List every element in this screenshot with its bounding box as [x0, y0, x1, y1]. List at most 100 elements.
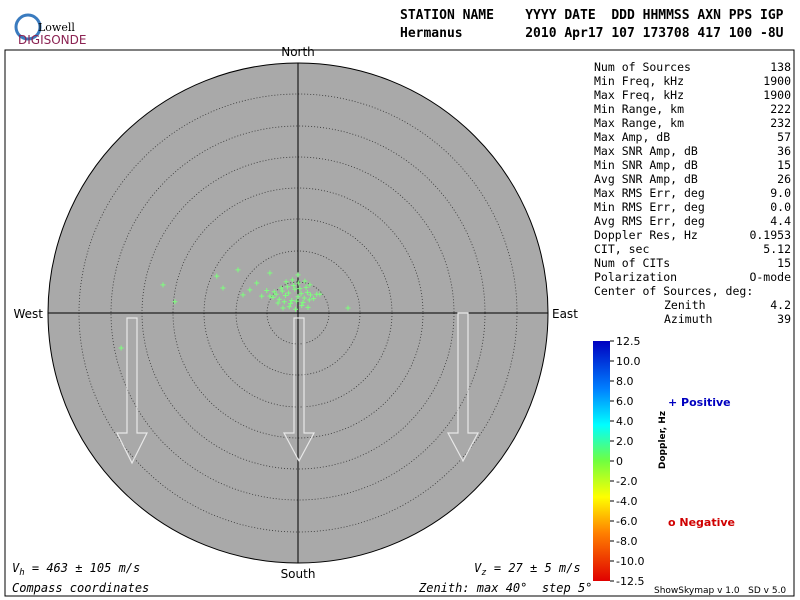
source-point	[286, 304, 292, 310]
compass-label: West	[13, 307, 43, 321]
logo-text: Lowell	[38, 21, 75, 34]
colorbar-tick-label: -8.0	[616, 535, 637, 548]
source-point	[289, 298, 295, 303]
stat-value: 57	[777, 130, 791, 144]
source-point	[304, 289, 310, 295]
source-point	[293, 306, 298, 312]
stat-label: Azimuth	[664, 312, 712, 326]
stat-value: 0.0	[770, 200, 791, 214]
stat-label: Doppler Res, Hz	[594, 228, 698, 242]
stat-label: Min Range, km	[594, 102, 684, 116]
stat-label: CIT, sec	[594, 242, 649, 256]
source-point	[295, 294, 301, 300]
source-point	[278, 285, 284, 291]
vz: Vz = 27 ± 5 m/s	[474, 561, 581, 578]
stat-value: 15	[777, 256, 791, 270]
stat-label: Center of Sources, deg:	[594, 284, 753, 298]
colorbar-tick-label: 4.0	[616, 415, 634, 428]
source-point	[254, 280, 260, 286]
logo-text: DIGISONDE	[18, 33, 86, 47]
legend-positive: + Positive	[668, 396, 731, 409]
colorbar-tick-label: -12.5	[616, 575, 644, 588]
colorbar-tick-label: 10.0	[616, 355, 641, 368]
source-point	[345, 305, 351, 311]
source-point	[280, 305, 286, 311]
source-point	[284, 284, 290, 290]
source-point	[172, 299, 178, 305]
version: ShowSkymap v 1.0 SD v 5.0	[654, 586, 786, 596]
source-point	[259, 293, 265, 299]
source-point	[288, 301, 293, 307]
colorbar-tick-label: -2.0	[616, 475, 637, 488]
source-point	[270, 294, 276, 300]
source-point	[295, 272, 301, 278]
colorbar-tick-label: -10.0	[616, 555, 644, 568]
stat-label: Min RMS Err, deg	[594, 200, 705, 214]
stat-value: 0.1953	[749, 228, 791, 242]
source-point	[292, 286, 298, 292]
stat-value: 4.4	[770, 214, 791, 228]
stat-value: 36	[777, 144, 791, 158]
stat-label: Min Freq, kHz	[594, 74, 684, 88]
source-point	[317, 291, 323, 297]
source-point	[302, 278, 308, 284]
colorbar-tick-label: 6.0	[616, 395, 634, 408]
skymap-plot	[47, 62, 549, 564]
source-point	[307, 282, 313, 288]
header: STATION NAME YYYY DATE DDD HHMMSS AXN PP…	[400, 8, 784, 23]
colorbar-tick-label: 2.0	[616, 435, 634, 448]
source-point	[275, 300, 281, 306]
stat-label: Zenith	[664, 298, 706, 312]
colorbar-label: Doppler, Hz	[658, 411, 668, 469]
colorbar-tick-label: -6.0	[616, 515, 637, 528]
source-point	[289, 277, 295, 283]
source-point	[291, 283, 297, 288]
source-point	[300, 299, 306, 305]
source-point	[297, 286, 303, 292]
stat-label: Avg RMS Err, deg	[594, 214, 705, 228]
stat-label: Num of CITs	[594, 256, 670, 270]
logo-mark	[14, 13, 42, 41]
stat-value: 4.2	[770, 298, 791, 312]
stat-label: Min SNR Amp, dB	[594, 158, 698, 172]
source-point	[235, 267, 241, 273]
stat-label: Max Range, km	[594, 116, 684, 130]
compass-label: North	[281, 45, 315, 59]
frame	[4, 49, 795, 597]
source-point	[118, 345, 124, 351]
colorbar-tick-label: 0	[616, 455, 623, 468]
source-point	[286, 290, 292, 296]
source-point	[267, 293, 273, 299]
coords-note: Compass coordinates	[12, 581, 149, 595]
source-point	[276, 296, 282, 302]
source-point	[299, 303, 305, 308]
source-point	[283, 279, 289, 285]
colorbar	[593, 341, 610, 581]
header: Hermanus 2010 Apr17 107 173708 417 100 -…	[400, 26, 784, 41]
source-point	[298, 291, 304, 297]
compass-label: East	[552, 307, 578, 321]
stat-value: 232	[770, 116, 791, 130]
stat-label: Max RMS Err, deg	[594, 186, 705, 200]
source-point	[308, 292, 313, 298]
source-point	[240, 292, 246, 298]
source-point	[303, 284, 309, 290]
source-point	[220, 285, 226, 291]
source-point	[160, 282, 166, 288]
stat-label: Max Freq, kHz	[594, 88, 684, 102]
stat-value: 1900	[763, 88, 791, 102]
source-point	[306, 297, 312, 303]
stat-value: 138	[770, 60, 791, 74]
source-point	[264, 288, 270, 293]
zenith-note: Zenith: max 40° step 5°	[418, 581, 592, 595]
source-point	[247, 287, 253, 293]
source-point	[294, 298, 300, 304]
stat-value: 222	[770, 102, 791, 116]
vh: Vh = 463 ± 105 m/s	[12, 561, 140, 578]
stat-label: Polarization	[594, 270, 677, 284]
stat-value: 39	[777, 312, 791, 326]
source-point	[311, 296, 317, 302]
stat-value: O-mode	[749, 270, 791, 284]
source-point	[279, 288, 285, 294]
